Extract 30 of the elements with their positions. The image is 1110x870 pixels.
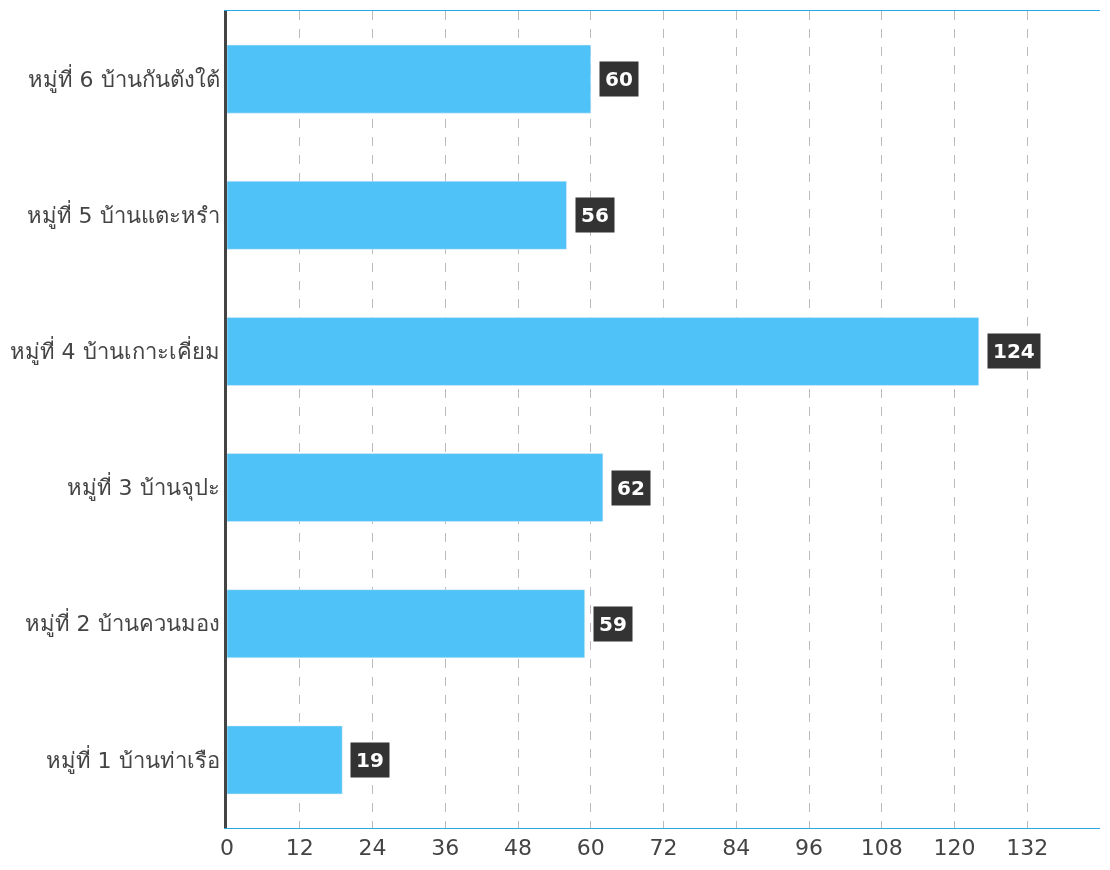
bar — [227, 453, 604, 522]
bar — [227, 44, 591, 114]
bar — [227, 725, 343, 795]
data-label: 59 — [599, 612, 627, 636]
bar — [227, 589, 585, 659]
bar — [227, 317, 979, 386]
x-tick-label: 36 — [431, 835, 460, 861]
y-tick-label: หมู่ที่ 4 บ้านเกาะเคี่ยม — [9, 336, 220, 366]
x-tick-label: 72 — [649, 835, 678, 861]
x-tick-label: 60 — [576, 835, 605, 861]
x-tick-label: 132 — [1006, 835, 1049, 861]
x-tick-label: 48 — [504, 835, 532, 861]
data-label: 124 — [993, 339, 1035, 363]
x-tick-label: 84 — [722, 835, 751, 861]
bar — [227, 180, 567, 250]
y-tick-label: หมู่ที่ 3 บ้านจุปะ — [66, 472, 220, 502]
y-tick-label: หมู่ที่ 5 บ้านแตะหรำ — [26, 199, 220, 229]
x-tick-label: 120 — [933, 835, 976, 861]
x-tick-label: 108 — [860, 835, 903, 861]
x-tick-label: 96 — [795, 835, 823, 861]
y-tick-label: หมู่ที่ 2 บ้านควนมอง — [24, 608, 220, 638]
x-tick-label: 24 — [358, 835, 387, 861]
data-label: 60 — [605, 67, 633, 91]
data-label: 19 — [356, 748, 384, 772]
y-tick-label: หมู่ที่ 1 บ้านท่าเรือ — [45, 744, 220, 774]
y-tick-label: หมู่ที่ 6 บ้านกันตังใต้ — [27, 63, 220, 93]
x-tick-label: 0 — [220, 835, 234, 861]
data-label: 56 — [581, 203, 609, 227]
x-tick-label: 12 — [285, 835, 314, 861]
data-label: 62 — [617, 476, 645, 500]
